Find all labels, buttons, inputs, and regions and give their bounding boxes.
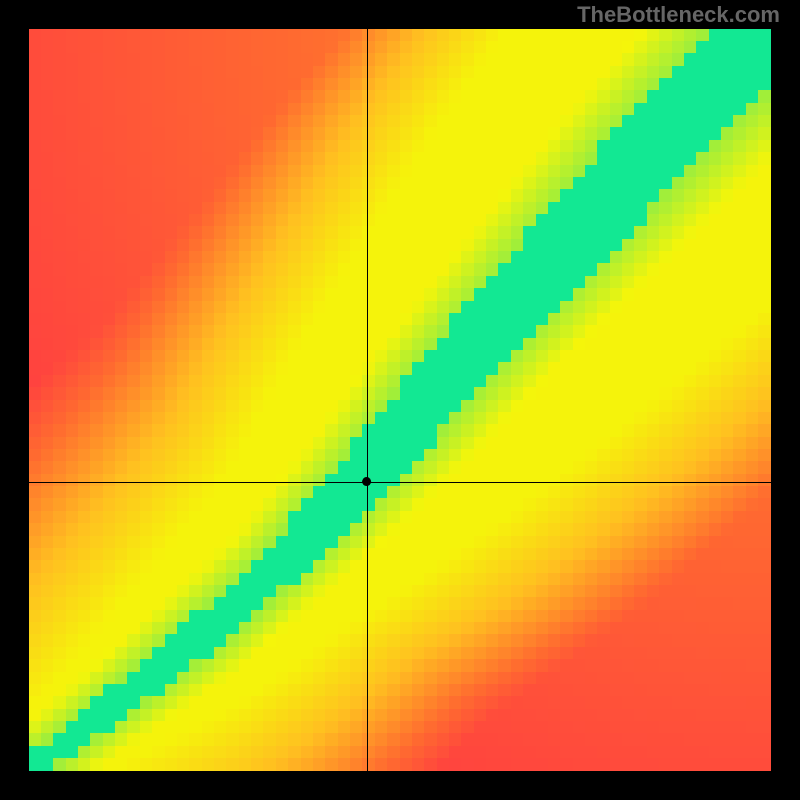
chart-container: TheBottleneck.com: [0, 0, 800, 800]
heatmap-plot: [29, 29, 771, 771]
watermark-text: TheBottleneck.com: [577, 2, 780, 28]
heatmap-canvas: [29, 29, 771, 771]
